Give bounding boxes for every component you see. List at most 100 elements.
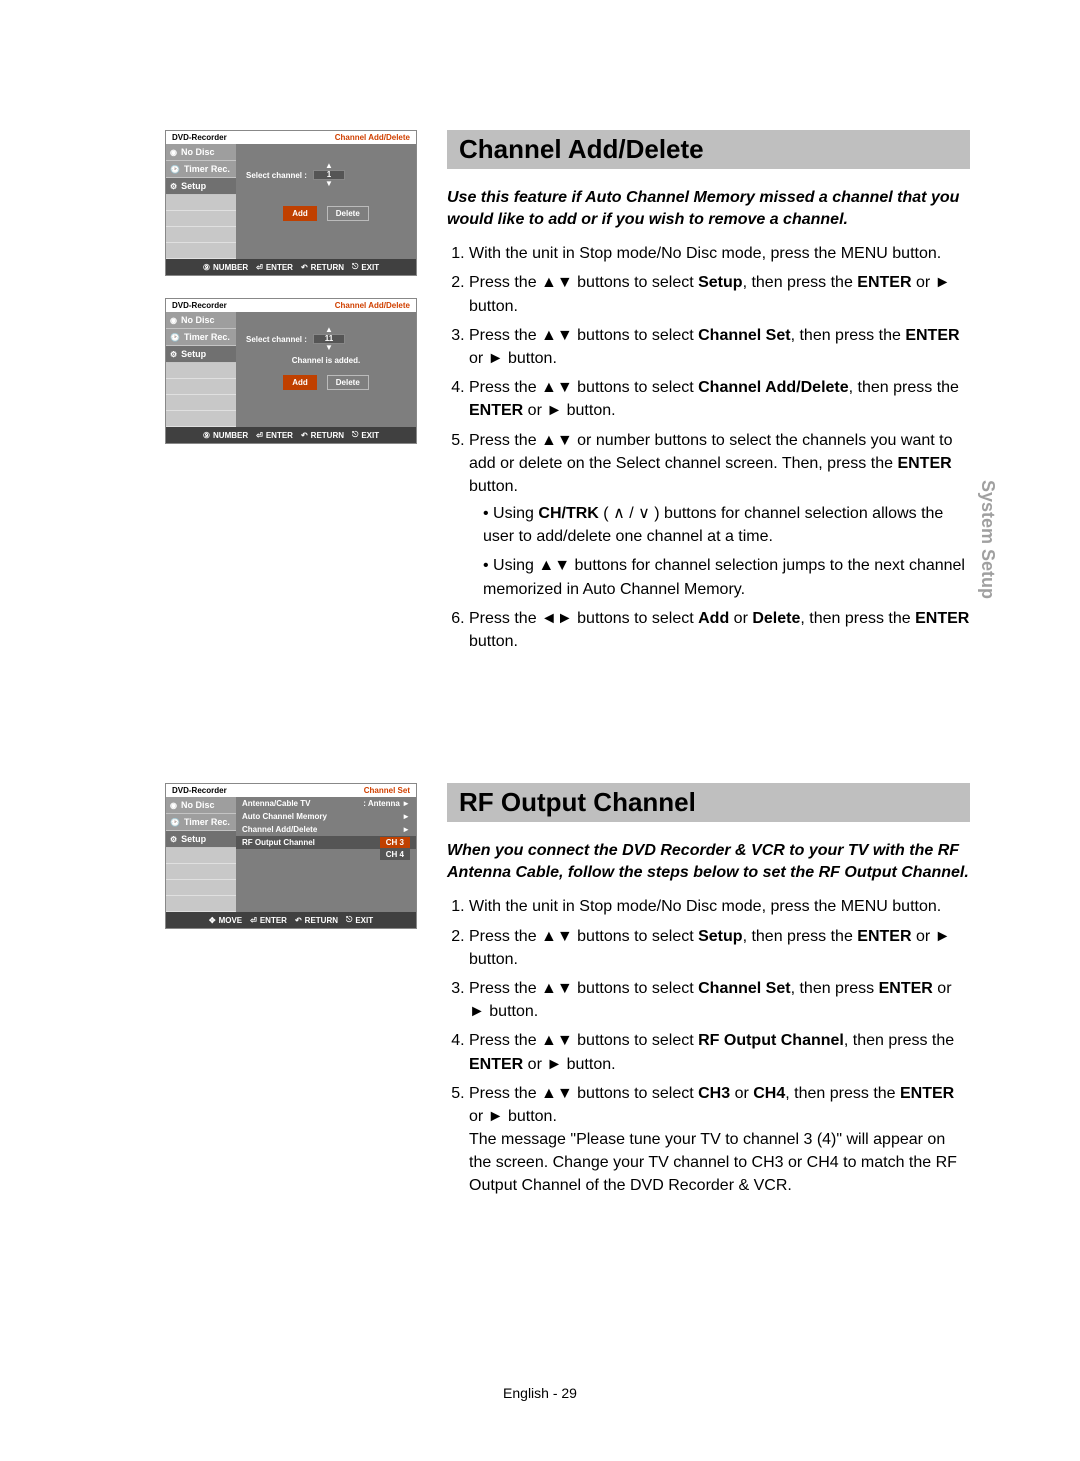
step-5-message: The message "Please tune your TV to chan… [469, 1128, 970, 1198]
osd-content: Select channel : ▲ 11 ▼ Channel is added… [236, 312, 416, 396]
sidebar-item-timerrec: 🕑Timer Rec. [166, 161, 236, 178]
steps-list: With the unit in Stop mode/No Disc mode,… [447, 895, 970, 1197]
osd-screenshot-add-delete-2: DVD-Recorder Channel Add/Delete ◉ No Disc… [165, 298, 417, 444]
step-bold: Channel Set [698, 327, 790, 344]
sidebar-item-nodisc: ◉ No Disc [166, 797, 236, 814]
menu-label: Antenna/Cable TV [242, 799, 310, 808]
step-bold: Add [698, 610, 729, 627]
step-text: Press the ◄► buttons to select [469, 610, 698, 627]
menu-channel-add-delete: Channel Add/Delete ► [236, 823, 416, 836]
step-5: Press the ▲▼ or number buttons to select… [469, 429, 970, 601]
step-text: Press the ▲▼ buttons to select [469, 1085, 698, 1102]
osd-sidebar: ◉No Disc 🕑Timer Rec. ⚙Setup [166, 797, 236, 912]
sidebar-label: No Disc [181, 800, 215, 810]
sidebar-label: No Disc [181, 315, 215, 325]
osd-recorder-label: DVD-Recorder [172, 301, 227, 310]
osd-body: Antenna/Cable TV : Antenna ► Auto Channel… [236, 797, 416, 912]
menu-label: Channel Add/Delete [242, 825, 317, 834]
sidebar-label: Timer Rec. [184, 817, 230, 827]
osd-button-row: Add Delete [246, 375, 406, 390]
osd-button-row: Add Delete [246, 206, 406, 221]
disc-icon: ◉ [170, 801, 177, 810]
step-text: , then press the [849, 379, 959, 396]
footer-label: MOVE [219, 916, 243, 925]
step-bold: Setup [698, 928, 742, 945]
footer-label: EXIT [355, 916, 373, 925]
enter-icon: ⏎ [256, 263, 263, 272]
chevron-right-icon: ► [402, 799, 410, 808]
select-channel-label: Select channel : [246, 171, 307, 180]
osd-breadcrumb: Channel Add/Delete [335, 133, 410, 142]
footer-label: EXIT [361, 263, 379, 272]
menu-value: : Antenna [363, 799, 400, 808]
menu-label: RF Output Channel [242, 838, 315, 847]
step-bold: ENTER [905, 327, 959, 344]
menu-auto-channel-memory: Auto Channel Memory► [236, 810, 416, 823]
sidebar-item-empty [166, 848, 236, 864]
select-channel-field: Select channel : ▲ 11 ▼ [246, 326, 406, 352]
section-intro: Use this feature if Auto Channel Memory … [447, 187, 970, 230]
osd-titlebar: DVD-Recorder Channel Set [166, 784, 416, 797]
step-bold: ENTER [469, 402, 523, 419]
sidebar-label: Timer Rec. [184, 332, 230, 342]
sidebar-item-timerrec: 🕑 Timer Rec. [166, 814, 236, 831]
sidebar-label: Setup [181, 834, 206, 844]
sidebar-item-empty [166, 864, 236, 880]
bullet-text: Using [493, 505, 538, 522]
osd-body: Select channel : ▲ 11 ▼ Channel is added… [236, 312, 416, 427]
step-text: button. [469, 478, 518, 495]
clock-icon: 🕑 [170, 333, 180, 342]
add-button: Add [283, 375, 317, 390]
osd-content: Select channel : ▲ 1 ▼ Add Delete [236, 144, 416, 227]
osd-titlebar: DVD-Recorder Channel Add/Delete [166, 299, 416, 312]
return-icon: ↶ [301, 263, 308, 272]
osd-breadcrumb: Channel Add/Delete [335, 301, 410, 310]
step-text: Press the ▲▼ or number buttons to select… [469, 432, 952, 472]
return-icon: ↶ [301, 431, 308, 440]
channel-spinner: ▲ 11 ▼ [313, 326, 345, 352]
chevron-down-icon: ▼ [325, 344, 333, 352]
step-bold: ENTER [897, 455, 951, 472]
chevron-right-icon: ► [402, 825, 410, 834]
add-button: Add [283, 206, 317, 221]
sidebar-label: Timer Rec. [184, 164, 230, 174]
sub-bullets: Using CH/TRK ( ∧ / ∨ ) buttons for chann… [469, 502, 970, 601]
sidebar-label: Setup [181, 181, 206, 191]
footer-label: ENTER [266, 431, 293, 440]
disc-icon: ◉ [170, 316, 177, 325]
osd-breadcrumb: Channel Set [364, 786, 410, 795]
footer-label: RETURN [305, 916, 338, 925]
step-bold: Delete [752, 610, 800, 627]
step-text: or ► button. [523, 402, 615, 419]
sidebar-item-empty [166, 896, 236, 912]
clock-icon: 🕑 [170, 818, 180, 827]
step-text: Press the ▲▼ buttons to select [469, 980, 698, 997]
number-icon: ⑨ [203, 263, 210, 272]
footer-label: ENTER [266, 263, 293, 272]
step-text: Press the ▲▼ buttons to select [469, 928, 698, 945]
delete-button: Delete [327, 375, 369, 390]
bullet-text: Using ▲▼ buttons for channel selection j… [483, 557, 965, 597]
option-ch3: CH 3 [380, 837, 410, 848]
osd-screenshot-channel-set: DVD-Recorder Channel Set ◉ No Disc 🕑 Timer… [165, 783, 417, 929]
osd-titlebar: DVD-Recorder Channel Add/Delete [166, 131, 416, 144]
step-4: Press the ▲▼ buttons to select RF Output… [469, 1029, 970, 1075]
step-bold: Channel Add/Delete [698, 379, 849, 396]
bullet-2: Using ▲▼ buttons for channel selection j… [483, 554, 970, 600]
step-text: or ► button. [469, 1108, 557, 1125]
text-column: Channel Add/Delete Use this feature if A… [447, 130, 970, 693]
step-3: Press the ▲▼ buttons to select Channel S… [469, 324, 970, 370]
chevron-down-icon: ▼ [325, 180, 333, 188]
select-channel-label: Select channel : [246, 335, 307, 344]
step-bold: Channel Set [698, 980, 790, 997]
step-text: Press the ▲▼ buttons to select [469, 274, 698, 291]
sidebar-label: No Disc [181, 147, 215, 157]
section-title: RF Output Channel [447, 783, 970, 822]
step-text: , then press the [800, 610, 915, 627]
option-ch4: CH 4 [380, 849, 410, 860]
step-bold: ENTER [879, 980, 933, 997]
footer-label: NUMBER [213, 263, 248, 272]
exit-icon: ⎋ [352, 430, 358, 440]
step-bold: CH3 [698, 1085, 730, 1102]
step-text: , then press the [785, 1085, 900, 1102]
